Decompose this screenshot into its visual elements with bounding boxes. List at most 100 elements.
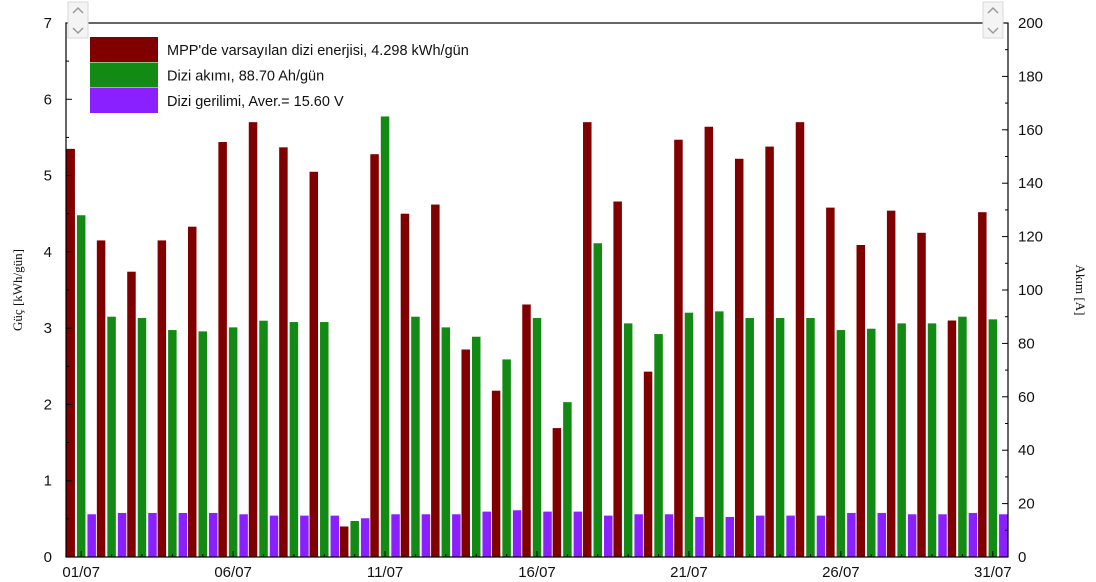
bar-current-07-07 xyxy=(259,320,268,557)
bar-voltage-04-07 xyxy=(178,512,188,557)
right-tick-label: 40 xyxy=(1018,442,1035,459)
bar-energy-16-07 xyxy=(522,304,531,557)
left-tick-label: 1 xyxy=(44,473,52,490)
bar-current-02-07 xyxy=(107,316,116,557)
bar-current-19-07 xyxy=(623,323,633,558)
left-axis-title: Güç [kWh/gün] xyxy=(10,249,25,331)
bar-voltage-11-07 xyxy=(391,514,400,557)
right-axis: 0 20 40 60 80 100 120 140 160 180 200 xyxy=(1002,15,1043,566)
bar-current-14-07 xyxy=(471,336,481,557)
bar-energy-28-07 xyxy=(886,210,896,557)
bar-current-13-07 xyxy=(441,327,451,557)
right-tick-label: 20 xyxy=(1018,496,1035,513)
bar-voltage-01-07 xyxy=(87,514,96,557)
right-scroll-control[interactable] xyxy=(982,1,1004,39)
bar-voltage-23-07 xyxy=(755,515,765,557)
bar-current-28-07 xyxy=(897,323,906,558)
bar-voltage-27-07 xyxy=(877,512,887,557)
bar-voltage-08-07 xyxy=(300,515,309,557)
bar-voltage-30-07 xyxy=(968,512,978,557)
bar-energy-08-07 xyxy=(279,147,288,557)
bar-current-12-07 xyxy=(411,316,420,557)
bar-voltage-14-07 xyxy=(482,511,491,557)
bar-voltage-31-07 xyxy=(999,514,1008,557)
bar-current-24-07 xyxy=(775,318,785,557)
bar-voltage-13-07 xyxy=(452,514,461,557)
x-tick-label: 06/07 xyxy=(214,564,252,581)
bar-current-31-07 xyxy=(988,319,998,557)
right-tick-label: 0 xyxy=(1018,549,1026,566)
bar-current-15-07 xyxy=(502,359,511,557)
left-tick-label: 3 xyxy=(44,320,52,337)
bar-energy-02-07 xyxy=(96,240,106,557)
bar-current-04-07 xyxy=(168,330,177,557)
bar-energy-04-07 xyxy=(157,240,167,557)
x-axis: 01/07 06/07 11/07 16/07 21/07 26/07 31/07 xyxy=(62,551,1012,581)
bar-current-20-07 xyxy=(654,334,663,557)
right-tick-label: 120 xyxy=(1018,229,1043,246)
bar-current-03-07 xyxy=(137,318,147,557)
bar-voltage-18-07 xyxy=(604,515,613,557)
bar-energy-07-07 xyxy=(248,122,258,558)
bar-voltage-24-07 xyxy=(786,515,795,557)
bar-voltage-19-07 xyxy=(634,514,643,557)
bar-energy-05-07 xyxy=(187,226,197,557)
right-axis-title: Akım [A] xyxy=(1073,265,1088,316)
bar-energy-21-07 xyxy=(674,139,683,557)
bar-energy-23-07 xyxy=(734,158,744,558)
legend: MPP'de varsayılan dizi enerjisi, 4.298 k… xyxy=(90,37,469,113)
right-tick-label: 140 xyxy=(1018,175,1043,192)
right-tick-label: 80 xyxy=(1018,335,1035,352)
bar-voltage-20-07 xyxy=(664,514,674,557)
bar-current-10-07 xyxy=(350,520,359,557)
bar-energy-06-07 xyxy=(218,142,227,557)
bar-voltage-22-07 xyxy=(725,516,735,557)
bar-voltage-17-07 xyxy=(573,511,583,557)
right-tick-label: 60 xyxy=(1018,389,1035,406)
legend-label-0: MPP'de varsayılan dizi enerjisi, 4.298 k… xyxy=(167,43,469,59)
left-tick-label: 4 xyxy=(44,244,52,261)
bar-voltage-29-07 xyxy=(938,514,947,557)
bar-current-06-07 xyxy=(228,327,238,557)
legend-swatch-1 xyxy=(90,62,158,88)
legend-swatch-2 xyxy=(90,88,158,113)
bar-voltage-25-07 xyxy=(816,515,826,557)
left-tick-label: 7 xyxy=(44,15,52,32)
bar-energy-10-07 xyxy=(339,526,349,557)
bar-voltage-07-07 xyxy=(269,515,279,557)
bar-current-23-07 xyxy=(745,318,754,557)
bar-energy-18-07 xyxy=(583,122,592,558)
bar-energy-03-07 xyxy=(127,271,136,557)
bar-energy-29-07 xyxy=(917,232,926,558)
bar-voltage-12-07 xyxy=(421,514,431,557)
chevron-up-icon xyxy=(987,6,999,14)
bar-voltage-05-07 xyxy=(208,512,218,557)
bar-voltage-09-07 xyxy=(330,515,340,557)
bar-energy-24-07 xyxy=(765,146,774,557)
bar-current-01-07 xyxy=(76,215,86,558)
bar-voltage-06-07 xyxy=(239,514,248,557)
bar-energy-15-07 xyxy=(491,390,501,557)
bar-voltage-16-07 xyxy=(543,511,552,557)
bar-energy-14-07 xyxy=(461,349,470,557)
x-tick-label: 11/07 xyxy=(367,564,403,581)
right-tick-label: 160 xyxy=(1018,122,1043,139)
bar-energy-13-07 xyxy=(431,204,440,557)
bar-energy-09-07 xyxy=(309,171,319,557)
bar-energy-31-07 xyxy=(978,212,987,557)
bar-energy-26-07 xyxy=(826,207,835,558)
left-tick-label: 6 xyxy=(44,91,52,108)
left-tick-label: 2 xyxy=(44,396,52,413)
left-tick-label: 0 xyxy=(44,549,52,566)
left-scroll-control[interactable] xyxy=(67,1,89,39)
bar-voltage-10-07 xyxy=(360,518,370,557)
bar-voltage-26-07 xyxy=(847,512,856,557)
legend-label-2: Dizi gerilimi, Aver.= 15.60 V xyxy=(167,94,344,110)
chevron-down-icon xyxy=(987,27,999,35)
bar-energy-19-07 xyxy=(613,201,622,557)
chevron-down-icon xyxy=(72,27,84,35)
x-tick-label: 16/07 xyxy=(518,564,556,581)
bar-current-11-07 xyxy=(380,116,390,557)
bar-energy-27-07 xyxy=(856,244,866,558)
bar-energy-20-07 xyxy=(643,371,653,557)
